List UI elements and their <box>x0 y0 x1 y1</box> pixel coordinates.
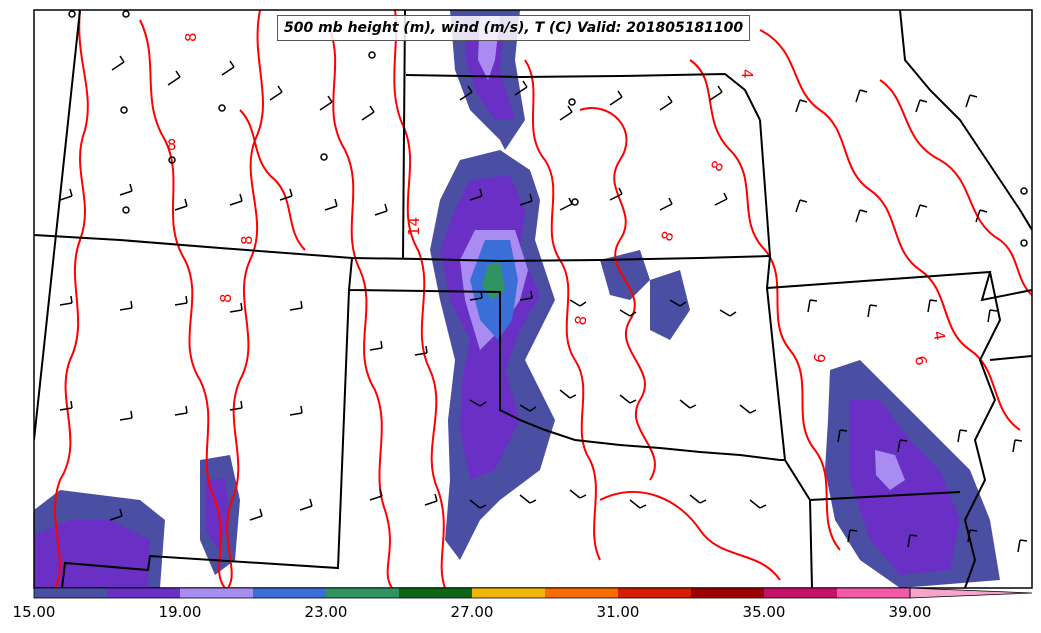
map-title: 500 mb height (m), wind (m/s), T (C) Val… <box>277 15 751 41</box>
contour-label: 8 <box>238 235 256 245</box>
colorbar-tick-label: 15.00 <box>12 603 56 621</box>
colorbar-segment <box>399 588 472 598</box>
colorbar-tick-label: 23.00 <box>304 603 348 621</box>
colorbar-segment <box>326 588 399 598</box>
colorbar-frame <box>33 587 911 599</box>
colorbar-tick-label: 27.00 <box>450 603 494 621</box>
colorbar-segment <box>545 588 618 598</box>
colorbar-segment <box>691 588 764 598</box>
contour-label: 4 <box>929 329 948 342</box>
colorbar-segment <box>34 588 107 598</box>
contour-label: 8 <box>182 32 200 42</box>
temperature-contours <box>54 10 1032 588</box>
contour-label: 8 <box>571 314 590 327</box>
contour-label: 4 <box>738 69 756 79</box>
colorbar-segment <box>180 588 253 598</box>
wind-barbs <box>59 55 1028 553</box>
colorbar-segment <box>764 588 837 598</box>
colorbar-tick-label: 35.00 <box>742 603 786 621</box>
colorbar-extension <box>909 587 1033 599</box>
contour-label: 6 <box>810 352 829 365</box>
contour-label: 8 <box>167 136 177 154</box>
contour-labels: 8 8 8 8 8 8 8 14 4 4 6 6 <box>167 32 949 366</box>
colorbar-segment <box>472 588 545 598</box>
colorbar-segment <box>837 588 910 598</box>
contour-label: 14 <box>405 217 423 236</box>
colorbar-segment <box>107 588 180 598</box>
contour-label: 8 <box>657 229 677 244</box>
wind-speed-shading <box>34 10 1000 588</box>
colorbar <box>33 587 1033 599</box>
contour-label: 6 <box>911 354 930 367</box>
state-borders <box>34 10 1032 588</box>
colorbar-segment <box>253 588 326 598</box>
colorbar-segment <box>618 588 691 598</box>
colorbar-tick-label: 39.00 <box>888 603 932 621</box>
contour-label: 8 <box>707 157 727 174</box>
colorbar-tick-label: 19.00 <box>158 603 202 621</box>
contour-label: 8 <box>217 293 235 303</box>
colorbar-tick-label: 31.00 <box>596 603 640 621</box>
calm-wind-circles <box>68 10 1028 247</box>
